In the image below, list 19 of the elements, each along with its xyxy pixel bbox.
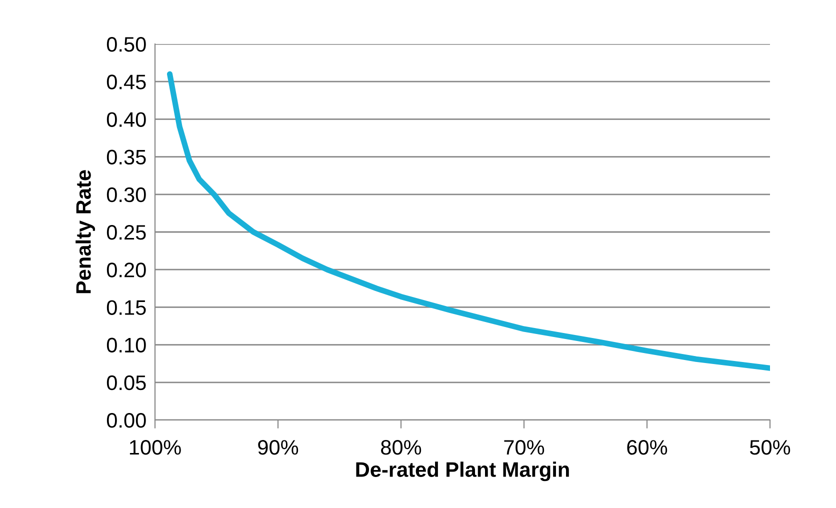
x-tick-label: 70% bbox=[504, 440, 544, 455]
y-tick-label: 0.35 bbox=[106, 150, 146, 165]
x-tick-label: 50% bbox=[750, 440, 790, 455]
y-tick-label: 0.45 bbox=[106, 74, 146, 90]
y-tick-label: 0.05 bbox=[106, 375, 146, 390]
x-axis-title: De-rated Plant Margin bbox=[356, 462, 569, 482]
y-tick-label: 0.40 bbox=[106, 112, 146, 127]
x-tick-label: 90% bbox=[258, 440, 298, 455]
y-tick-label: 0.10 bbox=[106, 338, 146, 353]
y-tick-label: 0.20 bbox=[106, 262, 146, 278]
y-axis-title: Penalty Rate bbox=[76, 170, 96, 294]
x-tick-label: 60% bbox=[627, 440, 668, 455]
x-tick-label: 100% bbox=[130, 440, 181, 455]
y-tick-label: 0.25 bbox=[106, 225, 146, 240]
y-tick-label: 0.50 bbox=[106, 37, 146, 52]
x-tick-label: 80% bbox=[381, 440, 422, 455]
y-tick-label: 0.00 bbox=[106, 413, 146, 428]
y-tick-label: 0.15 bbox=[106, 300, 146, 315]
y-tick-label: 0.30 bbox=[106, 187, 146, 202]
